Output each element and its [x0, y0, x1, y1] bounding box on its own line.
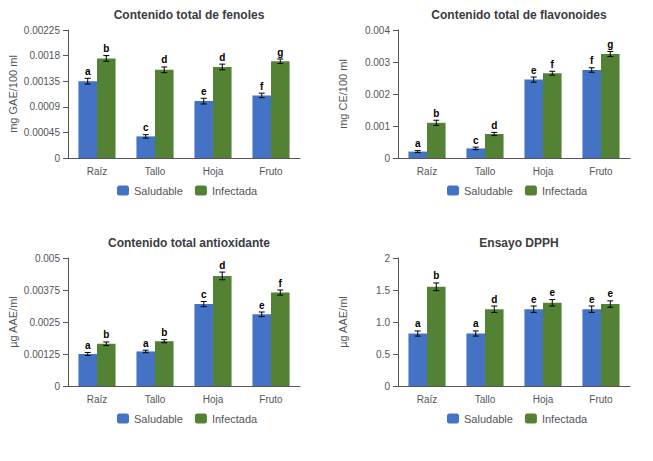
svg-text:e: e [531, 65, 537, 76]
svg-text:Fruto: Fruto [589, 166, 613, 177]
svg-text:0.00125: 0.00125 [24, 349, 61, 360]
svg-text:0: 0 [54, 381, 60, 392]
svg-text:0.00045: 0.00045 [24, 127, 61, 138]
svg-text:e: e [531, 294, 537, 305]
svg-text:0.0018: 0.0018 [29, 50, 60, 61]
svg-text:Hoja: Hoja [533, 394, 554, 405]
svg-text:b: b [103, 43, 109, 54]
svg-text:0.0025: 0.0025 [29, 317, 60, 328]
svg-text:0: 0 [384, 381, 390, 392]
svg-text:b: b [433, 108, 439, 119]
svg-text:mg GAE/100 ml: mg GAE/100 ml [7, 55, 19, 133]
svg-text:Fruto: Fruto [259, 394, 283, 405]
svg-text:e: e [589, 294, 595, 305]
svg-text:Raíz: Raíz [87, 394, 108, 405]
svg-text:0.00225: 0.00225 [24, 25, 61, 36]
svg-text:1.5: 1.5 [376, 285, 390, 296]
svg-text:0.00375: 0.00375 [24, 285, 61, 296]
svg-text:Contenido total de flavonoides: Contenido total de flavonoides [431, 8, 607, 22]
svg-text:e: e [259, 300, 265, 311]
svg-text:b: b [161, 327, 167, 338]
svg-text:a: a [415, 318, 421, 329]
svg-text:Raíz: Raíz [417, 166, 438, 177]
svg-text:d: d [219, 52, 225, 63]
svg-text:0.002: 0.002 [365, 89, 390, 100]
svg-text:Tallo: Tallo [145, 394, 166, 405]
svg-text:f: f [551, 59, 555, 70]
svg-text:Fruto: Fruto [589, 394, 613, 405]
svg-text:Ensayo DPPH: Ensayo DPPH [479, 236, 558, 250]
svg-text:0: 0 [384, 153, 390, 164]
svg-text:Tallo: Tallo [475, 394, 496, 405]
svg-text:Infectada: Infectada [212, 413, 258, 425]
svg-text:0.00135: 0.00135 [24, 76, 61, 87]
svg-text:g: g [277, 47, 283, 58]
svg-text:1.0: 1.0 [376, 317, 390, 328]
svg-text:0.5: 0.5 [376, 349, 390, 360]
svg-text:0.0009: 0.0009 [29, 101, 60, 112]
svg-text:f: f [279, 278, 283, 289]
svg-text:Contenido total de fenoles: Contenido total de fenoles [114, 8, 265, 22]
svg-text:Saludable: Saludable [464, 413, 513, 425]
svg-text:d: d [491, 294, 497, 305]
svg-text:2: 2 [384, 253, 390, 264]
svg-text:Hoja: Hoja [203, 166, 224, 177]
svg-text:c: c [201, 289, 207, 300]
svg-text:0.003: 0.003 [365, 57, 390, 68]
svg-text:c: c [143, 122, 149, 133]
svg-text:Raíz: Raíz [417, 394, 438, 405]
svg-text:a: a [85, 66, 91, 77]
svg-text:Infectada: Infectada [542, 185, 588, 197]
svg-text:0.004: 0.004 [365, 25, 390, 36]
svg-text:Raíz: Raíz [87, 166, 108, 177]
svg-text:b: b [103, 329, 109, 340]
svg-text:mg CE/100 ml: mg CE/100 ml [337, 59, 349, 129]
svg-text:Saludable: Saludable [464, 185, 513, 197]
svg-text:Contenido total antioxidante: Contenido total antioxidante [108, 236, 270, 250]
svg-text:c: c [473, 135, 479, 146]
svg-text:Hoja: Hoja [533, 166, 554, 177]
svg-text:b: b [433, 270, 439, 281]
svg-text:e: e [201, 86, 207, 97]
svg-text:Saludable: Saludable [134, 185, 183, 197]
svg-text:Saludable: Saludable [134, 413, 183, 425]
svg-text:Hoja: Hoja [203, 394, 224, 405]
svg-text:0.005: 0.005 [35, 253, 60, 264]
svg-text:a: a [143, 338, 149, 349]
svg-text:a: a [473, 318, 479, 329]
svg-text:f: f [260, 81, 264, 92]
svg-text:g: g [607, 39, 613, 50]
svg-text:e: e [607, 288, 613, 299]
svg-text:a: a [415, 138, 421, 149]
svg-text:d: d [491, 120, 497, 131]
svg-text:a: a [85, 340, 91, 351]
svg-text:0.001: 0.001 [365, 121, 390, 132]
svg-text:e: e [549, 287, 555, 298]
svg-text:d: d [219, 260, 225, 271]
svg-text:Infectada: Infectada [212, 185, 258, 197]
svg-text:Fruto: Fruto [259, 166, 283, 177]
svg-text:Tallo: Tallo [475, 166, 496, 177]
svg-text:µg AAE/ml: µg AAE/ml [337, 296, 349, 348]
svg-text:Infectada: Infectada [542, 413, 588, 425]
svg-text:0: 0 [54, 153, 60, 164]
svg-text:d: d [161, 54, 167, 65]
svg-text:Tallo: Tallo [145, 166, 166, 177]
svg-text:f: f [590, 55, 594, 66]
svg-text:µg AAE/ml: µg AAE/ml [7, 296, 19, 348]
